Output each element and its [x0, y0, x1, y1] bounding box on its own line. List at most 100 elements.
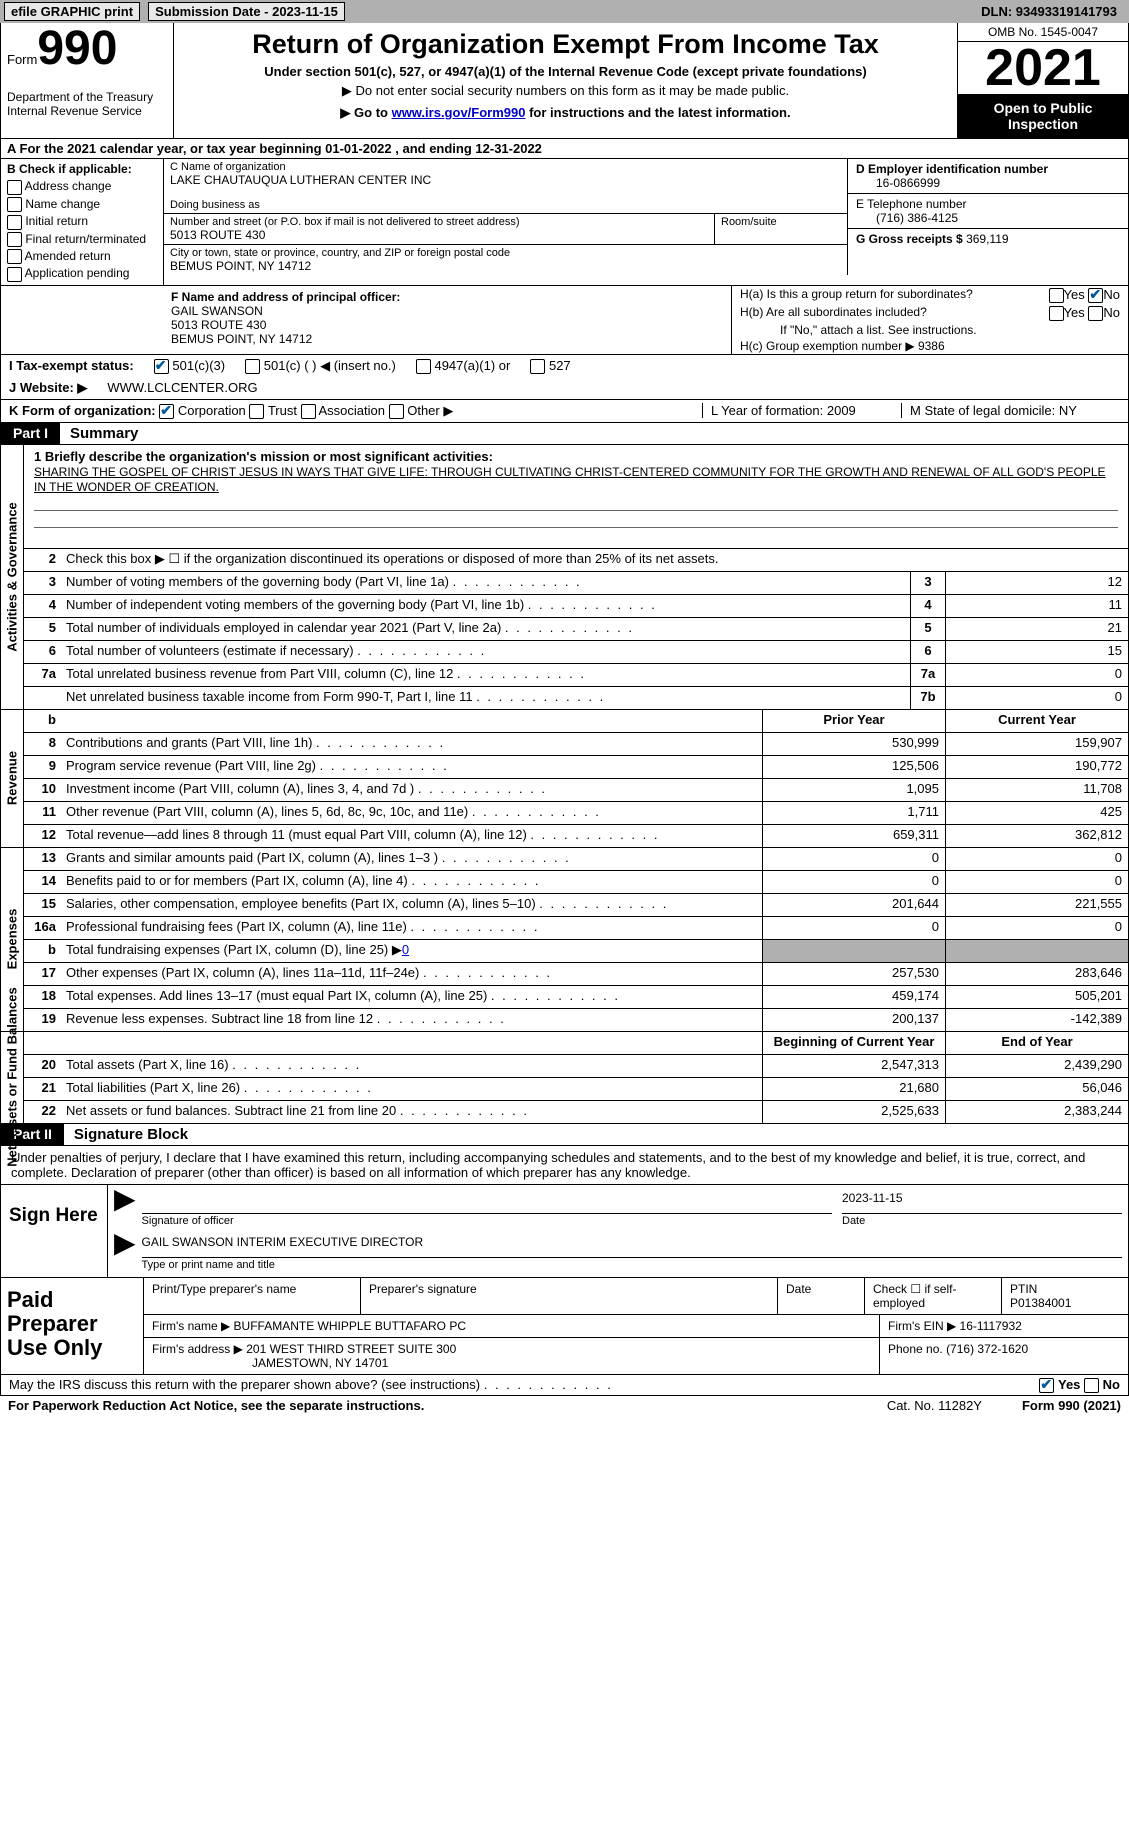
hb-note: If "No," attach a list. See instructions…	[740, 323, 1120, 337]
hb-yes-no[interactable]: Yes No	[1049, 305, 1120, 321]
officer-name: GAIL SWANSON	[171, 304, 263, 318]
prep-row-3: Firm's address ▶ 201 WEST THIRD STREET S…	[144, 1338, 1128, 1374]
officer-city: BEMUS POINT, NY 14712	[171, 332, 312, 346]
mission-label: 1 Briefly describe the organization's mi…	[34, 449, 493, 464]
summary-row: 13Grants and similar amounts paid (Part …	[24, 848, 1128, 871]
chk-app-pending[interactable]: Application pending	[7, 265, 157, 282]
prep-row-1: Print/Type preparer's name Preparer's si…	[144, 1278, 1128, 1315]
firm-ein: Firm's EIN ▶ 16-1117932	[880, 1315, 1128, 1337]
part2-title: Signature Block	[64, 1124, 198, 1145]
chk-initial-return[interactable]: Initial return	[7, 213, 157, 230]
prep-check-label[interactable]: Check ☐ if self-employed	[865, 1278, 1002, 1314]
sign-here-label: Sign Here	[1, 1185, 108, 1277]
city-value: BEMUS POINT, NY 14712	[170, 259, 841, 273]
l-year: L Year of formation: 2009	[702, 403, 901, 418]
current-year-header: Current Year	[945, 710, 1128, 732]
prep-row-2: Firm's name ▶ BUFFAMANTE WHIPPLE BUTTAFA…	[144, 1315, 1128, 1338]
sub3-post: for instructions and the latest informat…	[525, 105, 790, 120]
row-k: K Form of organization: Corporation Trus…	[0, 400, 1129, 423]
summary-row: 9Program service revenue (Part VIII, lin…	[24, 756, 1128, 779]
summary-row: 19Revenue less expenses. Subtract line 1…	[24, 1009, 1128, 1031]
discuss-yes-no[interactable]: Yes No	[1039, 1377, 1120, 1393]
top-bar: efile GRAPHIC print Submission Date - 20…	[0, 0, 1129, 23]
city-label: City or town, state or province, country…	[170, 247, 510, 259]
ha-yes-no[interactable]: Yes No	[1049, 287, 1120, 303]
summary-row: 10Investment income (Part VIII, column (…	[24, 779, 1128, 802]
chk-name-change[interactable]: Name change	[7, 196, 157, 213]
part1-title: Summary	[60, 423, 148, 444]
summary-row: 18Total expenses. Add lines 13–17 (must …	[24, 986, 1128, 1009]
arrow-icon: ▶	[114, 1191, 142, 1227]
irs-link[interactable]: www.irs.gov/Form990	[392, 105, 526, 120]
subtitle-1: Under section 501(c), 527, or 4947(a)(1)…	[182, 64, 949, 79]
chk-address-change[interactable]: Address change	[7, 178, 157, 195]
row-j: J Website: ▶ WWW.LCLCENTER.ORG	[0, 377, 1129, 400]
sig-date-label: Date	[842, 1214, 1122, 1227]
chk-final-return[interactable]: Final return/terminated	[7, 231, 157, 248]
k-assoc[interactable]: Association	[301, 403, 385, 418]
form-header: Form990 Department of the Treasury Inter…	[0, 23, 1129, 139]
discuss-text: May the IRS discuss this return with the…	[9, 1377, 1039, 1393]
i-501c[interactable]: 501(c) ( ) ◀ (insert no.)	[245, 358, 396, 374]
prep-date-label: Date	[778, 1278, 865, 1314]
column-c: C Name of organization LAKE CHAUTAUQUA L…	[164, 159, 848, 285]
part1-header: Part I Summary	[0, 423, 1129, 445]
ein-block: D Employer identification number 16-0866…	[848, 159, 1128, 193]
discuss-row: May the IRS discuss this return with the…	[0, 1375, 1129, 1396]
f-label: F Name and address of principal officer:	[171, 290, 400, 304]
k-corp[interactable]: Corporation	[159, 403, 246, 418]
begin-year-header: Beginning of Current Year	[762, 1032, 945, 1054]
gross-block: G Gross receipts $ 369,119	[848, 228, 1128, 249]
summary-row: 22Net assets or fund balances. Subtract …	[24, 1101, 1128, 1123]
footer: For Paperwork Reduction Act Notice, see …	[0, 1396, 1129, 1415]
efile-button[interactable]: efile GRAPHIC print	[4, 2, 140, 21]
chk-amended[interactable]: Amended return	[7, 248, 157, 265]
address-row: Number and street (or P.O. box if mail i…	[164, 214, 848, 245]
sub3-pre: ▶ Go to	[340, 105, 391, 120]
ein-value: 16-0866999	[856, 176, 1120, 190]
prior-year-header: Prior Year	[762, 710, 945, 732]
j-label: J Website: ▶	[9, 380, 87, 396]
dba-label: Doing business as	[170, 199, 260, 211]
hc-label: H(c) Group exemption number ▶ 9386	[740, 339, 1120, 353]
summary-row: 2Check this box ▶ ☐ if the organization …	[24, 549, 1128, 572]
k-label: K Form of organization:	[9, 403, 156, 418]
org-name-block: C Name of organization LAKE CHAUTAUQUA L…	[164, 159, 848, 214]
m-state: M State of legal domicile: NY	[901, 403, 1120, 418]
summary-row: 17Other expenses (Part IX, column (A), l…	[24, 963, 1128, 986]
i-4947[interactable]: 4947(a)(1) or	[416, 358, 511, 374]
hb-label: H(b) Are all subordinates included?	[740, 305, 1049, 321]
firm-address: Firm's address ▶ 201 WEST THIRD STREET S…	[144, 1338, 880, 1374]
summary-row: 14Benefits paid to or for members (Part …	[24, 871, 1128, 894]
net-assets-section: Net Assets or Fund Balances Beginning of…	[0, 1032, 1129, 1124]
summary-row: 12Total revenue—add lines 8 through 11 (…	[24, 825, 1128, 847]
submission-date: Submission Date - 2023-11-15	[148, 2, 345, 21]
room-block: Room/suite	[715, 214, 848, 244]
paid-preparer-block: Paid Preparer Use Only Print/Type prepar…	[0, 1278, 1129, 1375]
hb-note-row: If "No," attach a list. See instructions…	[732, 322, 1128, 338]
prep-ptin: PTINP01384001	[1002, 1278, 1128, 1314]
k-trust[interactable]: Trust	[249, 403, 297, 418]
i-527[interactable]: 527	[530, 358, 570, 374]
column-f: F Name and address of principal officer:…	[1, 286, 732, 354]
k-other[interactable]: Other ▶	[389, 403, 454, 418]
gross-value: 369,119	[966, 232, 1009, 246]
i-501c3[interactable]: 501(c)(3)	[154, 358, 225, 374]
mission-text: SHARING THE GOSPEL OF CHRIST JESUS IN WA…	[34, 465, 1106, 494]
ha-label: H(a) Is this a group return for subordin…	[740, 287, 1049, 303]
street-label: Number and street (or P.O. box if mail i…	[170, 216, 520, 228]
activities-governance-section: Activities & Governance 1 Briefly descri…	[0, 445, 1129, 710]
part2-header: Part II Signature Block	[0, 1124, 1129, 1146]
subtitle-3: ▶ Go to www.irs.gov/Form990 for instruct…	[182, 105, 949, 121]
footer-form: Form 990 (2021)	[1022, 1398, 1121, 1413]
signature-declaration: Under penalties of perjury, I declare th…	[0, 1146, 1129, 1185]
tax-year: 2021	[958, 42, 1128, 94]
summary-row: 15Salaries, other compensation, employee…	[24, 894, 1128, 917]
dln: DLN: 93493319141793	[981, 4, 1125, 19]
street-block: Number and street (or P.O. box if mail i…	[164, 214, 715, 244]
summary-row: 4Number of independent voting members of…	[24, 595, 1128, 618]
section-f-h: F Name and address of principal officer:…	[0, 286, 1129, 355]
header-left: Form990 Department of the Treasury Inter…	[1, 23, 174, 138]
summary-row: 11Other revenue (Part VIII, column (A), …	[24, 802, 1128, 825]
summary-row: Net unrelated business taxable income fr…	[24, 687, 1128, 709]
